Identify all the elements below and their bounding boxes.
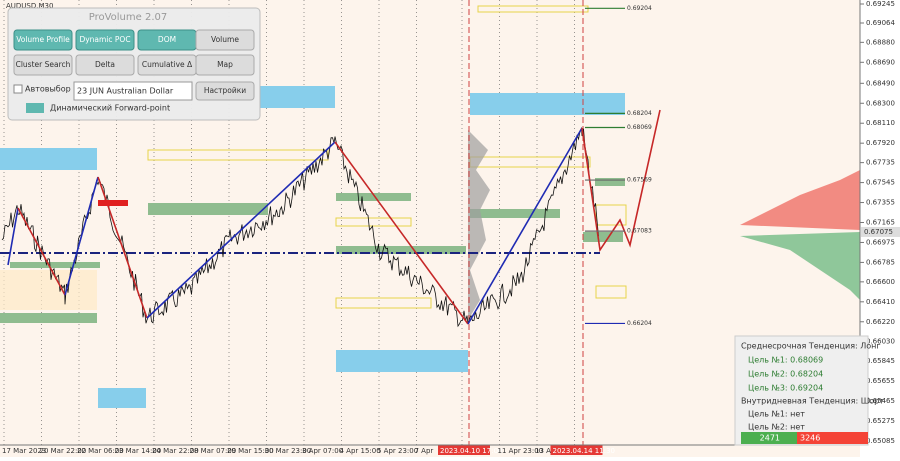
price-label: 0.65275 bbox=[866, 417, 895, 425]
volume-profile bbox=[468, 130, 860, 320]
contract-select[interactable] bbox=[73, 81, 193, 101]
level-label: 0.67083 bbox=[627, 228, 652, 235]
price-label: 0.65655 bbox=[866, 377, 895, 385]
price-label: 0.65465 bbox=[866, 397, 895, 405]
target: Цель №3: 0.69204 bbox=[748, 384, 823, 393]
info-box: Среднесрочная Тенденция: Лонг Цель №1: 0… bbox=[734, 335, 884, 446]
price-label: 0.67165 bbox=[866, 219, 895, 227]
button-label: Map bbox=[217, 60, 233, 69]
buy-volume: 2471 bbox=[760, 434, 780, 443]
level-label: 0.67569 bbox=[627, 177, 652, 184]
level-label: 0.68069 bbox=[627, 124, 652, 131]
checkbox[interactable] bbox=[13, 84, 23, 94]
date-label: 22 Mar 06:00 bbox=[77, 447, 124, 455]
level-label: 0.68204 bbox=[627, 110, 652, 117]
date-box bbox=[438, 445, 490, 455]
button-label: Volume Profile bbox=[16, 35, 70, 44]
price-label: 0.68880 bbox=[866, 38, 895, 46]
target: Цель №1: нет bbox=[748, 410, 805, 419]
price-label: 0.66975 bbox=[866, 238, 895, 246]
settings-label: Настройки bbox=[204, 86, 246, 95]
date-box bbox=[550, 445, 603, 455]
price-label: 0.65085 bbox=[866, 437, 895, 445]
date-label: 7 Apr bbox=[415, 447, 434, 455]
price-label: 0.66410 bbox=[866, 298, 895, 306]
price-label: 0.68490 bbox=[866, 79, 895, 87]
price-label: 0.67735 bbox=[866, 159, 895, 167]
level-label: 0.69204 bbox=[627, 5, 652, 12]
zigzag bbox=[7, 109, 661, 325]
date-label: 5 Apr 23:00 bbox=[377, 447, 418, 455]
date-label: 2023.04.14 11:30 bbox=[553, 447, 615, 455]
target: Цель №1: 0.68069 bbox=[748, 356, 823, 365]
date-label: 28 Mar 07:00 bbox=[190, 447, 237, 455]
price-label: 0.66785 bbox=[866, 258, 895, 266]
current-price-box bbox=[861, 226, 900, 237]
settings-button[interactable] bbox=[195, 81, 255, 101]
price-label: 0.66220 bbox=[866, 318, 895, 326]
panel-button[interactable] bbox=[13, 54, 73, 76]
price-label: 0.69064 bbox=[866, 19, 895, 27]
zones bbox=[0, 5, 627, 408]
button-label: Cumulative Δ bbox=[142, 60, 193, 69]
date-label: 3 Apr 07:00 bbox=[302, 447, 343, 455]
intraday-trend: Внутридневная Тенденция: Шорт bbox=[741, 397, 884, 406]
price-label: 0.68110 bbox=[866, 119, 895, 127]
symbol: AUDUSD,M30 bbox=[6, 2, 53, 10]
panel-title: ProVolume 2.07 bbox=[89, 12, 168, 23]
button-label: DOM bbox=[158, 35, 176, 44]
mid-trend: Среднесрочная Тенденция: Лонг bbox=[741, 342, 881, 351]
levels: 0.69204 0.68204 0.68069 0.67569 0.67083 0.662… bbox=[585, 5, 652, 327]
target: Цель №2: нет bbox=[748, 423, 805, 432]
price-label: 0.65845 bbox=[866, 357, 895, 365]
panel-button[interactable] bbox=[75, 54, 135, 76]
contract: 23 JUN Australian Dollar bbox=[77, 87, 174, 96]
panel-button[interactable] bbox=[13, 29, 73, 51]
price-label: 0.68690 bbox=[866, 58, 895, 66]
date-label: 17 Mar 2023 bbox=[2, 447, 46, 455]
target: Цель №2: 0.68204 bbox=[748, 370, 823, 379]
price-label: 0.67355 bbox=[866, 199, 895, 207]
date-label: 11 Apr 23:00 bbox=[498, 447, 544, 455]
date-label: 20 Mar 22:00 bbox=[40, 447, 87, 455]
forward-point: Динамический Forward-point bbox=[50, 104, 170, 113]
current-price: 0.67075 bbox=[864, 228, 893, 236]
date-label: 2023.04.10 17:00 bbox=[440, 447, 502, 455]
price-label: 0.66030 bbox=[866, 338, 895, 346]
toggle[interactable] bbox=[26, 103, 44, 113]
price-label: 0.67920 bbox=[866, 139, 895, 147]
date-label: 4 Apr 15:00 bbox=[340, 447, 381, 455]
provolume-panel: ProVolume 2.07 Volume Profile Dynamic POC… bbox=[7, 7, 261, 121]
axis-labels: 0.69245 0.69064 0.68880 0.68690 0.68490 0.683… bbox=[860, 0, 900, 445]
auto-select: Автовыбор bbox=[25, 85, 71, 94]
price-label: 0.68300 bbox=[866, 99, 895, 107]
panel-button[interactable] bbox=[195, 54, 255, 76]
date-label: 13 Apr bbox=[535, 447, 558, 455]
panel-button[interactable] bbox=[195, 29, 255, 51]
level-label: 0.66204 bbox=[627, 320, 652, 327]
button-label: Dynamic POC bbox=[79, 35, 130, 44]
button-label: Volume bbox=[211, 35, 239, 44]
button-label: Cluster Search bbox=[16, 60, 71, 69]
date-label: 23 Mar 14:00 bbox=[115, 447, 162, 455]
sell-volume: 3246 bbox=[800, 434, 820, 443]
button-label: Delta bbox=[95, 60, 115, 69]
date-label: 24 Mar 22:00 bbox=[152, 447, 199, 455]
date-label: 30 Mar 23:00 bbox=[265, 447, 312, 455]
panel-button[interactable] bbox=[75, 29, 135, 51]
price-label: 0.69245 bbox=[866, 0, 895, 8]
price-label: 0.67545 bbox=[866, 179, 895, 187]
date-label: 29 Mar 15:00 bbox=[227, 447, 274, 455]
price-label: 0.66600 bbox=[866, 278, 895, 286]
